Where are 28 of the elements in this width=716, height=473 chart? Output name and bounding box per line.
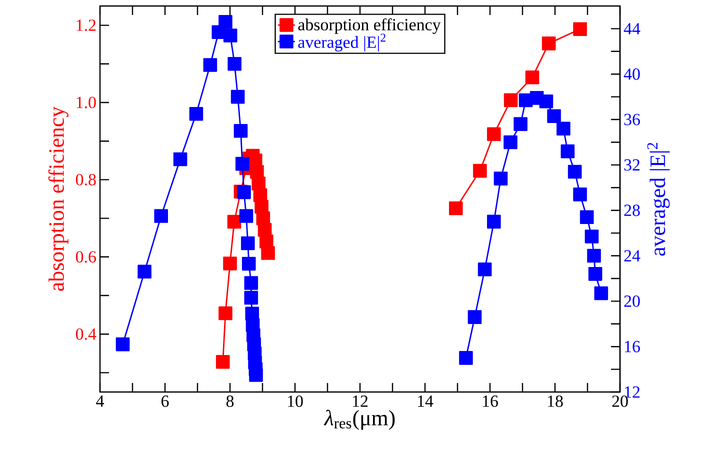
x-tick-label: 16 — [483, 396, 498, 407]
x-axis-title: λ$_{res}$(μm) — [324, 410, 395, 430]
legend-label: averaged |E|$^{2}$ — [298, 34, 386, 52]
y2-tick-label: 12 — [625, 386, 640, 398]
y2-tick-label: 16 — [625, 340, 640, 352]
x-tick-label: 6 — [162, 396, 169, 407]
legend-label: absorption efficiency — [298, 18, 441, 34]
y2-axis-title: averaged |E|$^{2}$ — [647, 142, 670, 256]
y2-tick-label: 20 — [624, 295, 640, 307]
x-tick-label: 14 — [418, 396, 434, 407]
y2-tick-label: 24 — [624, 250, 640, 262]
x-tick-label: 12 — [353, 396, 368, 407]
x-tick-label: 4 — [96, 396, 104, 407]
x-tick-label: 18 — [548, 396, 563, 407]
x-tick-label: 10 — [288, 396, 303, 407]
y-tick-label: 0.4 — [76, 328, 96, 340]
y2-tick-label: 40 — [624, 68, 640, 80]
y-tick-label: 0.6 — [76, 251, 96, 263]
x-tick-label: 8 — [226, 396, 234, 407]
y2-tick-label: 36 — [624, 114, 640, 126]
y2-tick-label: 44 — [624, 23, 640, 34]
x-tick-label: 20 — [612, 396, 628, 407]
y-tick-label: 1.2 — [76, 20, 96, 32]
y-axis-title: absorption efficiency — [48, 106, 68, 291]
y2-tick-label: 32 — [624, 159, 640, 171]
y-tick-label: 1.0 — [76, 96, 96, 108]
y2-tick-label: 28 — [624, 204, 640, 216]
y-tick-label: 0.8 — [76, 174, 96, 186]
